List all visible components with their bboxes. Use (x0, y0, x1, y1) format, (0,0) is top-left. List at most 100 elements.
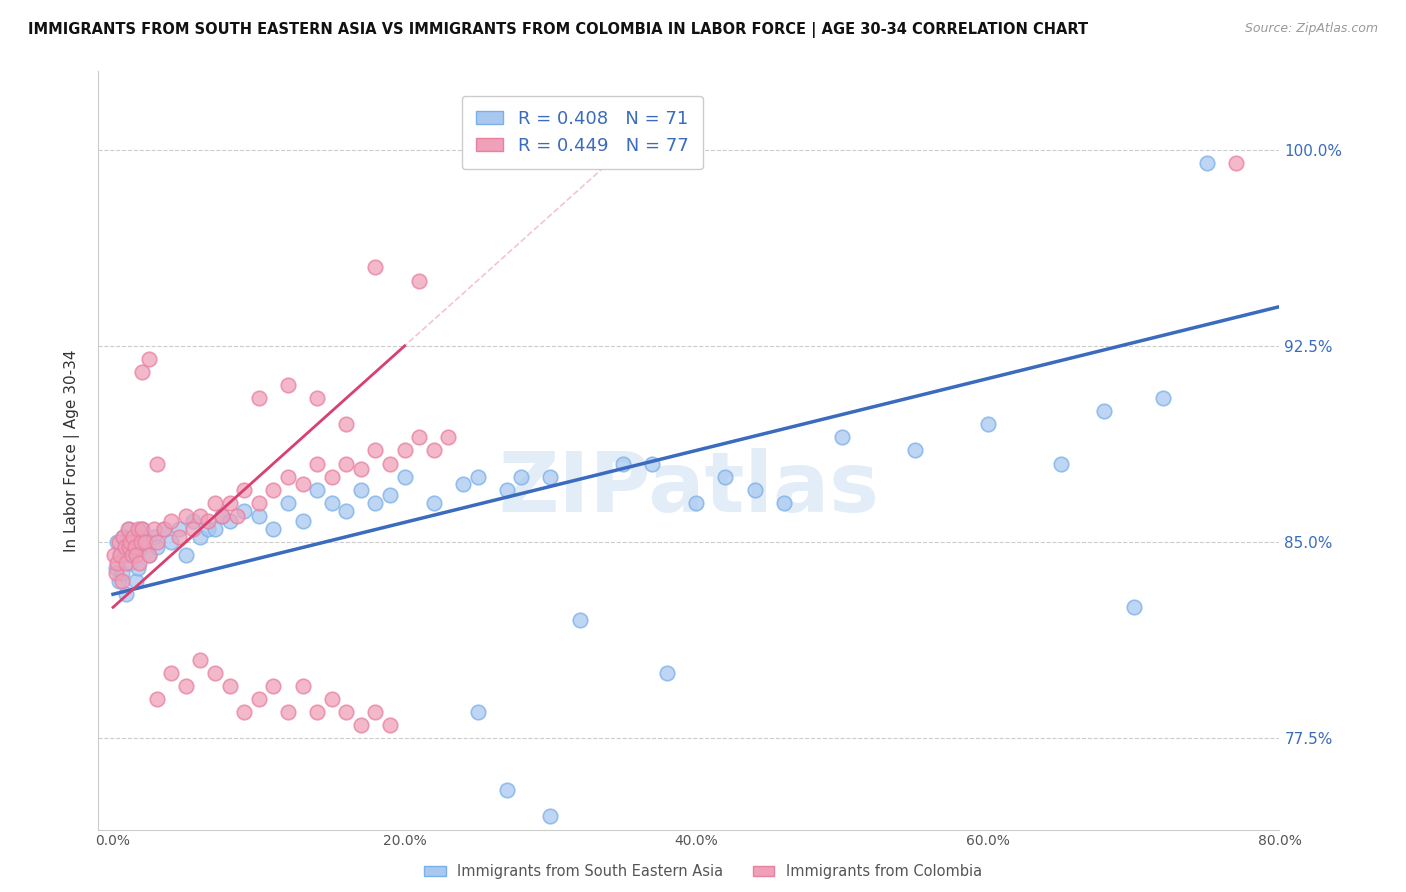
Point (134, 535, 156, 549)
Point (105, 556, 128, 570)
Point (153, 522, 176, 536)
Point (131, 365, 153, 379)
Point (125, 548, 148, 562)
Point (467, 705, 489, 719)
Point (218, 496, 240, 510)
Point (226, 508, 249, 523)
Point (120, 556, 142, 570)
Point (127, 561, 149, 575)
Y-axis label: In Labor Force | Age 30-34: In Labor Force | Age 30-34 (63, 349, 80, 552)
Point (247, 691, 270, 706)
Point (204, 665, 226, 680)
Point (772, 496, 794, 510)
Point (437, 430, 460, 444)
Point (111, 566, 134, 581)
Point (118, 540, 141, 554)
Point (181, 522, 204, 536)
Point (335, 503, 357, 517)
Point (145, 691, 167, 706)
Point (247, 391, 270, 405)
Point (181, 514, 204, 528)
Point (103, 548, 125, 562)
Point (714, 469, 737, 483)
Legend: R = 0.408   N = 71, R = 0.449   N = 77: R = 0.408 N = 71, R = 0.449 N = 77 (461, 95, 703, 169)
Legend: Immigrants from South Eastern Asia, Immigrants from Colombia: Immigrants from South Eastern Asia, Immi… (418, 858, 988, 885)
Point (174, 679, 197, 693)
Point (321, 496, 343, 510)
Point (307, 391, 329, 405)
Point (160, 665, 183, 680)
Point (120, 535, 142, 549)
Point (197, 514, 219, 528)
Point (378, 457, 401, 471)
Point (104, 566, 127, 581)
Point (291, 477, 314, 491)
Point (204, 496, 226, 510)
Point (115, 556, 138, 570)
Point (423, 496, 446, 510)
Point (128, 556, 150, 570)
Point (538, 809, 561, 823)
Point (335, 457, 357, 471)
Point (218, 679, 240, 693)
Point (122, 530, 145, 544)
Point (423, 443, 446, 458)
Point (394, 443, 416, 458)
Point (277, 469, 299, 483)
Point (277, 378, 299, 392)
Point (167, 522, 190, 536)
Point (233, 705, 256, 719)
Point (307, 457, 329, 471)
Point (321, 691, 343, 706)
Point (451, 477, 474, 491)
Point (467, 469, 489, 483)
Point (291, 679, 314, 693)
Point (104, 561, 127, 575)
Point (350, 718, 373, 732)
Point (1049, 457, 1071, 471)
Point (108, 574, 131, 589)
Point (115, 587, 138, 601)
Point (124, 540, 146, 554)
Point (105, 535, 128, 549)
Point (204, 522, 226, 536)
Point (134, 535, 156, 549)
Point (394, 469, 416, 483)
Point (408, 430, 430, 444)
Text: IMMIGRANTS FROM SOUTH EASTERN ASIA VS IMMIGRANTS FROM COLOMBIA IN LABOR FORCE | : IMMIGRANTS FROM SOUTH EASTERN ASIA VS IM… (28, 22, 1088, 38)
Point (744, 483, 766, 497)
Point (612, 836, 634, 850)
Point (145, 535, 167, 549)
Point (977, 417, 1000, 432)
Point (160, 535, 183, 549)
Point (350, 483, 373, 497)
Point (233, 483, 256, 497)
Point (190, 652, 212, 666)
Point (233, 503, 256, 517)
Point (138, 548, 160, 562)
Point (277, 705, 299, 719)
Point (904, 443, 927, 458)
Point (122, 535, 145, 549)
Point (129, 540, 152, 554)
Point (112, 530, 135, 544)
Point (612, 457, 634, 471)
Text: Source: ZipAtlas.com: Source: ZipAtlas.com (1244, 22, 1378, 36)
Point (408, 273, 430, 287)
Point (125, 574, 148, 589)
Point (131, 522, 153, 536)
Point (111, 574, 134, 589)
Point (538, 469, 561, 483)
Point (138, 548, 160, 562)
Point (197, 522, 219, 536)
Point (142, 530, 165, 544)
Point (321, 469, 343, 483)
Point (167, 530, 190, 544)
Point (1122, 600, 1144, 615)
Point (364, 496, 387, 510)
Point (131, 522, 153, 536)
Point (277, 496, 299, 510)
Point (218, 514, 240, 528)
Point (121, 548, 143, 562)
Point (110, 548, 132, 562)
